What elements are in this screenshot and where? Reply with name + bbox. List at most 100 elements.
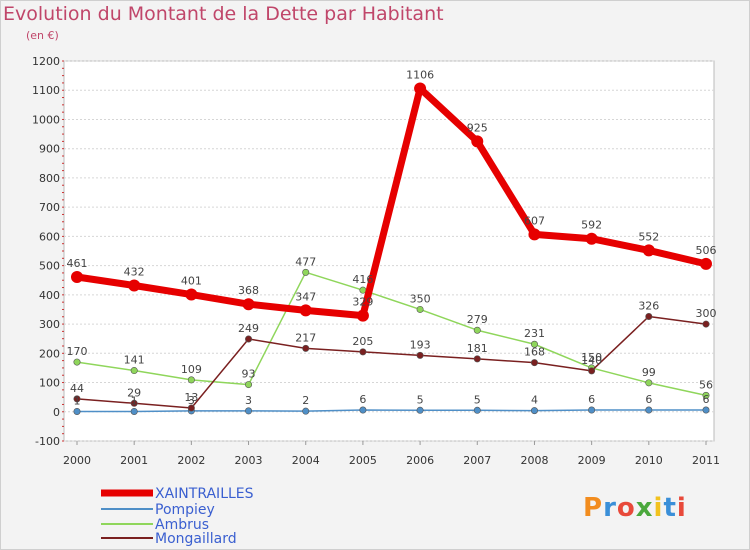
data-label: 231 [524, 327, 545, 340]
data-point [73, 407, 81, 415]
data-label: 350 [410, 292, 431, 305]
data-label: 925 [467, 121, 488, 134]
data-point [645, 406, 653, 414]
data-point [471, 135, 484, 148]
data-label: 6 [645, 393, 652, 406]
data-label: 217 [295, 331, 316, 344]
data-point [299, 304, 312, 317]
data-point [73, 358, 81, 366]
data-label: 44 [70, 382, 84, 395]
data-label: 5 [474, 393, 481, 406]
data-label: 300 [696, 307, 717, 320]
data-point [700, 257, 712, 270]
y-tick-label: 700 [39, 201, 60, 214]
data-point [245, 381, 253, 389]
data-point [645, 379, 653, 387]
data-label: 2 [302, 394, 309, 407]
x-tick-label: 2008 [520, 454, 548, 467]
x-tick-label: 2002 [177, 454, 205, 467]
data-label: 6 [359, 393, 366, 406]
data-point [130, 399, 138, 407]
data-label: 193 [410, 338, 431, 351]
data-label: 4 [531, 394, 538, 407]
data-point [302, 344, 310, 352]
data-point [242, 298, 255, 311]
data-label: 592 [581, 219, 602, 232]
logo-letter: x [635, 493, 654, 523]
data-label: 3 [245, 394, 252, 407]
data-point [530, 340, 538, 348]
x-tick-label: 2010 [635, 454, 663, 467]
legend-label: Ambrus [155, 517, 209, 533]
chart-unit: (en €) [26, 29, 59, 42]
data-label: 326 [638, 299, 659, 312]
data-point [359, 348, 367, 356]
data-point [245, 335, 253, 343]
y-tick-label: 800 [39, 172, 60, 185]
data-label: 5 [417, 393, 424, 406]
series-line-ambrus [76, 271, 707, 397]
data-point [588, 406, 596, 414]
y-tick-label: 600 [39, 230, 60, 243]
data-label: 109 [181, 363, 202, 376]
data-point [528, 228, 541, 241]
data-label: 416 [352, 273, 373, 286]
legend-label: XAINTRAILLES [155, 486, 254, 502]
data-point [473, 355, 481, 363]
chart-title: Evolution du Montant de la Dette par Hab… [3, 3, 444, 25]
proxiti-logo: Proxiti [583, 493, 687, 523]
data-point [588, 367, 596, 375]
data-label: 56 [699, 378, 713, 391]
data-label: 93 [242, 368, 256, 381]
data-point [645, 312, 653, 320]
data-point [414, 82, 427, 95]
data-label: 29 [127, 386, 141, 399]
data-label: 329 [352, 296, 373, 309]
data-point [642, 244, 655, 257]
data-label: 13 [184, 391, 198, 404]
x-tick-label: 2000 [63, 454, 91, 467]
data-label: 181 [467, 342, 488, 355]
x-tick-label: 2004 [292, 454, 320, 467]
data-label: 432 [124, 265, 145, 278]
data-label: 461 [67, 257, 88, 270]
data-point [702, 320, 710, 328]
data-point [130, 407, 138, 415]
y-tick-label: -100 [35, 435, 60, 448]
data-point [416, 305, 424, 313]
y-tick-label: 300 [39, 318, 60, 331]
y-tick-label: 0 [53, 406, 60, 419]
data-label: 1106 [406, 68, 434, 81]
series-line-mongaillard [76, 315, 707, 409]
data-point [473, 406, 481, 414]
data-point [585, 232, 598, 245]
data-label: 141 [124, 354, 145, 367]
data-label: 607 [524, 214, 545, 227]
data-point [416, 406, 424, 414]
data-label: 506 [696, 244, 717, 257]
data-point [73, 395, 81, 403]
logo-letter: o [616, 493, 636, 523]
y-tick-label: 100 [39, 377, 60, 390]
data-point [702, 406, 710, 414]
data-label: 99 [642, 366, 656, 379]
y-tick-label: 200 [39, 347, 60, 360]
plot-area [63, 60, 715, 442]
data-point [187, 404, 195, 412]
data-point [302, 407, 310, 415]
data-point [359, 406, 367, 414]
data-label: 1 [74, 394, 81, 407]
data-label: 368 [238, 284, 259, 297]
logo-letter: i [676, 493, 687, 523]
logo-letter: P [583, 493, 604, 523]
y-tick-label: 1100 [32, 84, 60, 97]
data-label: 347 [295, 290, 316, 303]
y-tick-label: 1000 [32, 113, 60, 126]
data-label: 168 [524, 346, 545, 359]
y-tick-label: 400 [39, 289, 60, 302]
y-tick-label: 500 [39, 260, 60, 273]
data-label: 3 [188, 394, 195, 407]
data-label: 401 [181, 275, 202, 288]
